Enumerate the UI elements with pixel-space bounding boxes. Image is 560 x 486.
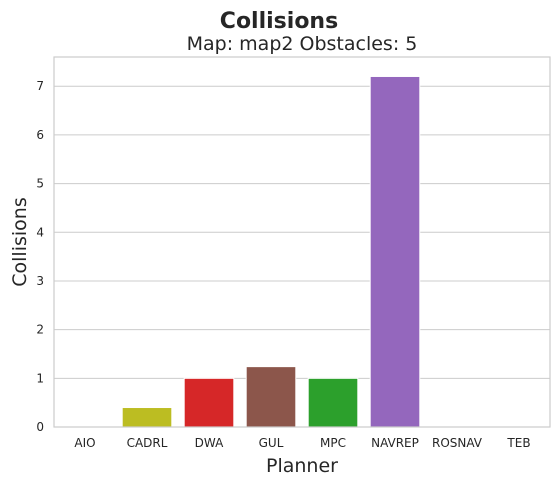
y-tick-label: 1	[36, 371, 44, 385]
bar-dwa	[183, 377, 235, 428]
y-tick-label: 7	[36, 79, 44, 93]
x-tick-label-cadrl: CADRL	[127, 436, 168, 450]
y-tick-label: 2	[36, 323, 44, 337]
y-axis-label: Collisions	[9, 197, 31, 286]
x-tick-label-rosnav: ROSNAV	[432, 436, 483, 450]
grid-layer	[54, 85, 550, 428]
y-tick-layer: 0 1 2 3 4 5 6 7	[36, 79, 44, 434]
x-tick-label-aio: AIO	[74, 436, 95, 450]
y-tick-label: 0	[36, 420, 44, 434]
bar-gul	[245, 366, 297, 428]
y-tick-label: 3	[36, 274, 44, 288]
x-tick-label-teb: TEB	[506, 436, 530, 450]
bar-mpc	[307, 377, 359, 428]
chart-subtitle: Map: map2 Obstacles: 5	[187, 33, 418, 55]
chart-title: Collisions	[220, 9, 338, 34]
y-tick-label: 5	[36, 177, 44, 191]
x-tick-label-navrep: NAVREP	[371, 436, 419, 450]
bar-navrep	[369, 75, 421, 428]
plot-frame	[53, 56, 551, 428]
bar-cadrl	[121, 407, 173, 428]
x-tick-label-mpc: MPC	[320, 436, 346, 450]
y-tick-label: 4	[36, 225, 44, 239]
y-tick-label: 6	[36, 128, 44, 142]
x-tick-layer: AIO CADRL DWA GUL MPC NAVREP ROSNAV TEB	[74, 436, 530, 450]
x-axis-label: Planner	[266, 455, 338, 477]
x-tick-label-gul: GUL	[259, 436, 284, 450]
x-tick-label-dwa: DWA	[195, 436, 224, 450]
bar-layer	[121, 75, 421, 428]
